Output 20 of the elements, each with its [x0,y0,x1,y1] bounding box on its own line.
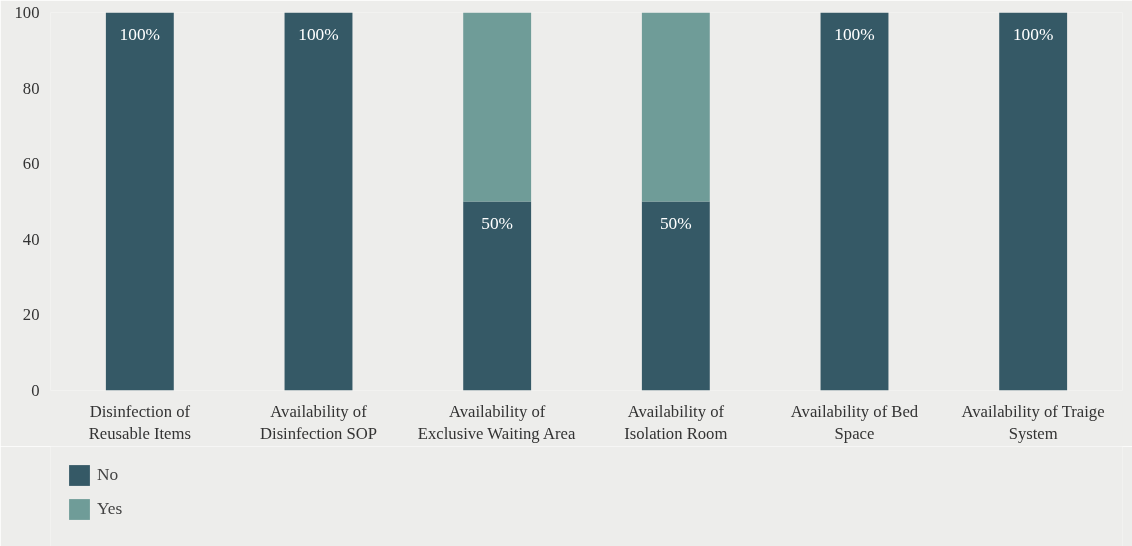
legend-label: No [97,465,119,485]
legend-label: Yes [97,499,123,519]
x-tick-label: Availability of Exclusive Waiting Area [417,401,576,444]
y-tick-label: 100 [14,3,40,22]
data-label: 100% [834,24,875,44]
data-label: 50% [659,213,692,233]
data-label: 50% [481,213,514,233]
data-label: 100% [119,24,161,44]
x-tick-label: Availability of Isolation Room [624,401,728,444]
y-tick-label: 20 [22,305,40,325]
data-label: 100% [298,24,339,44]
x-tick-label: Availability of Traige System [961,401,1105,444]
data-label: 100% [1012,24,1054,44]
y-tick-label: 40 [22,229,40,249]
x-tick-label: Availability of Bed Space [790,401,919,444]
y-tick-label: 0 [31,381,40,400]
y-tick-label: 80 [22,78,40,98]
x-tick-label: Disinfection of Reusable Items [88,401,191,444]
x-tick-label: Availability of Disinfection SOP [259,401,378,444]
y-tick-label: 60 [22,154,40,174]
